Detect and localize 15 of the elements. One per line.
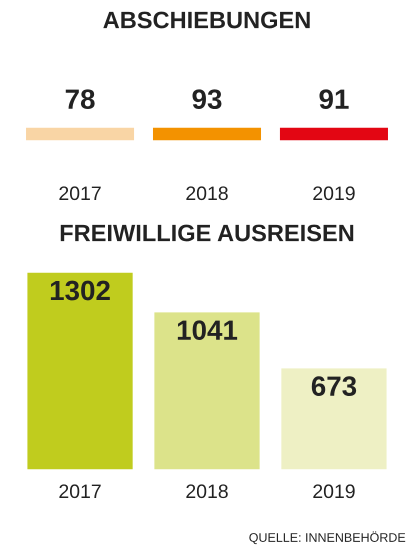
category-label: 2018 <box>186 484 228 498</box>
chart-title: FREIWILLIGE AUSREISEN <box>60 224 354 242</box>
x-tick-label: 2017 <box>59 186 101 200</box>
data-label: 78 <box>66 89 95 110</box>
x-tick-label: 2019 <box>313 186 355 200</box>
source-note: QUELLE: INNENBEHÖRDE <box>249 531 406 544</box>
text: ABSCHIEBUNGEN <box>103 12 310 28</box>
data-label: 91 <box>319 89 349 110</box>
category-label: 2017 <box>59 484 101 498</box>
data-label: 1041 <box>178 320 238 340</box>
data-label: 93 <box>192 89 222 110</box>
data-label: 1302 <box>50 280 110 300</box>
category-label: 2019 <box>313 484 355 498</box>
x-tick-label: 2018 <box>186 186 228 200</box>
data-label: 673 <box>312 376 356 396</box>
